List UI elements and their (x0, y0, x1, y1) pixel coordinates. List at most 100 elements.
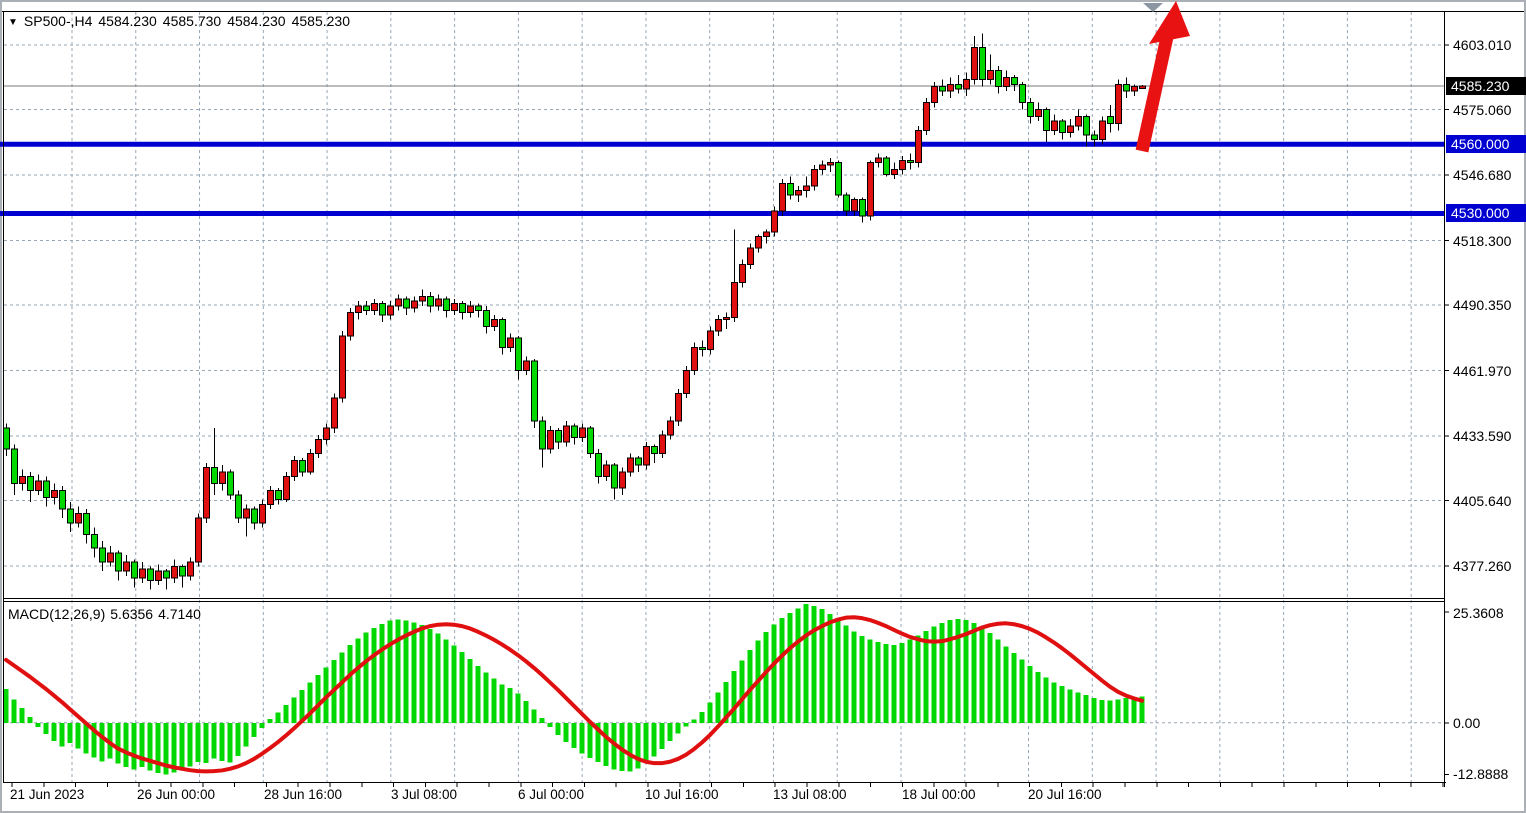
macd-histogram-bar (571, 722, 577, 749)
candle-body-down (11, 448, 18, 485)
candle (435, 294, 442, 311)
candle (195, 513, 202, 567)
macd-histogram-bar (43, 722, 49, 735)
macd-axis-label: 0.00 (1453, 714, 1481, 731)
candle (547, 425, 554, 454)
candle-body-down (531, 360, 538, 422)
candle-body-down (555, 429, 562, 443)
candle (675, 388, 682, 426)
quote-close: 4585.230 (291, 13, 351, 29)
candle (115, 550, 122, 581)
symbol-period-label[interactable]: SP500-,H4 (23, 13, 93, 29)
candle-body-down (1123, 83, 1130, 92)
candle (443, 296, 450, 318)
candle-body-up (779, 182, 786, 212)
candle (123, 555, 130, 576)
candle (747, 243, 754, 269)
macd-histogram-bar (803, 603, 809, 723)
macd-histogram-bar (411, 622, 417, 723)
macd-histogram-bar (603, 722, 609, 766)
macd-histogram-bar (291, 697, 297, 723)
candle-body-up (827, 162, 834, 166)
candle (411, 296, 418, 313)
candle (667, 416, 674, 440)
macd-histogram-bar (539, 718, 545, 723)
candle (603, 460, 610, 482)
candle-body-up (371, 303, 378, 311)
candle (403, 296, 410, 316)
trend-arrow-annotation[interactable] (1135, 1, 1190, 153)
candle (811, 165, 818, 191)
candle-body-down (27, 476, 34, 491)
macd-histogram-bar (387, 620, 393, 723)
candle (299, 458, 306, 477)
candle-body-down (1107, 116, 1114, 124)
candle-body-up (259, 503, 266, 524)
macd-histogram-bar (379, 623, 385, 723)
macd-histogram-bar (51, 722, 57, 742)
macd-histogram-bar (1131, 696, 1137, 723)
macd-histogram-bar (339, 652, 345, 723)
macd-histogram-bar (235, 722, 241, 757)
macd-histogram-bar (987, 633, 993, 723)
macd-histogram-bar (11, 699, 17, 723)
price-axis[interactable]: 4603.010 4585.230 4575.060 4560.000 4546.680… (1444, 0, 1526, 813)
candle (707, 326, 714, 355)
candle-body-up (971, 46, 978, 81)
macd-histogram-bar (683, 722, 689, 727)
candle (1131, 84, 1138, 96)
candle-body-down (483, 309, 490, 328)
level-price-label: 4560.000 (1446, 135, 1526, 154)
candle (539, 416, 546, 468)
macd-histogram-bar (435, 633, 441, 723)
candle (227, 469, 234, 500)
candle-body-down (427, 296, 434, 307)
price-axis-label: 4546.680 (1453, 167, 1512, 183)
candle (1051, 114, 1058, 136)
macd-histogram-bar (731, 671, 737, 723)
candle (275, 488, 282, 505)
macd-histogram-bar (427, 628, 433, 723)
candle-body-up (315, 439, 322, 455)
candle (763, 229, 770, 244)
macd-histogram-bar (875, 642, 881, 723)
time-axis[interactable]: 21 Jun 2023 26 Jun 00:00 28 Jun 16:00 3 Jul… (0, 783, 1526, 811)
time-axis-label: 18 Jul 00:00 (902, 787, 976, 802)
candle-body-up (603, 464, 610, 478)
macd-histogram-bar (1043, 677, 1049, 723)
candle-body-down (459, 303, 466, 314)
candle-body-up (187, 561, 194, 577)
candle (579, 423, 586, 442)
time-axis-label: 20 Jul 16:00 (1028, 787, 1102, 802)
main-chart-pane[interactable] (0, 12, 1444, 782)
macd-histogram-bar (771, 624, 777, 723)
candle-body-up (747, 247, 754, 265)
candle (163, 568, 170, 590)
macd-histogram-bar (1027, 666, 1033, 723)
macd-histogram-bar (483, 672, 489, 723)
time-axis-label: 26 Jun 00:00 (137, 787, 216, 802)
macd-histogram-bar (899, 643, 905, 723)
macd-histogram-bar (579, 722, 585, 754)
candle (355, 301, 362, 320)
candle-body-up (619, 471, 626, 489)
candle-body-up (739, 263, 746, 284)
candle (915, 125, 922, 168)
candle (1139, 84, 1146, 89)
macd-histogram-bar (363, 632, 369, 723)
candle (475, 303, 482, 318)
macd-pane[interactable] (3, 603, 1445, 775)
macd-histogram-bar (115, 722, 121, 764)
symbol-dropdown-icon[interactable]: ▼ (8, 17, 18, 28)
quote-low: 4584.230 (227, 13, 286, 29)
macd-histogram-bar (211, 722, 217, 759)
candle (795, 185, 802, 202)
candle-body-up (107, 552, 114, 563)
candle (1003, 70, 1010, 92)
time-axis-label: 6 Jul 00:00 (518, 787, 585, 802)
candle (571, 423, 578, 445)
candle-body-up (523, 360, 530, 371)
candle (731, 229, 738, 322)
candle-body-down (363, 305, 370, 311)
